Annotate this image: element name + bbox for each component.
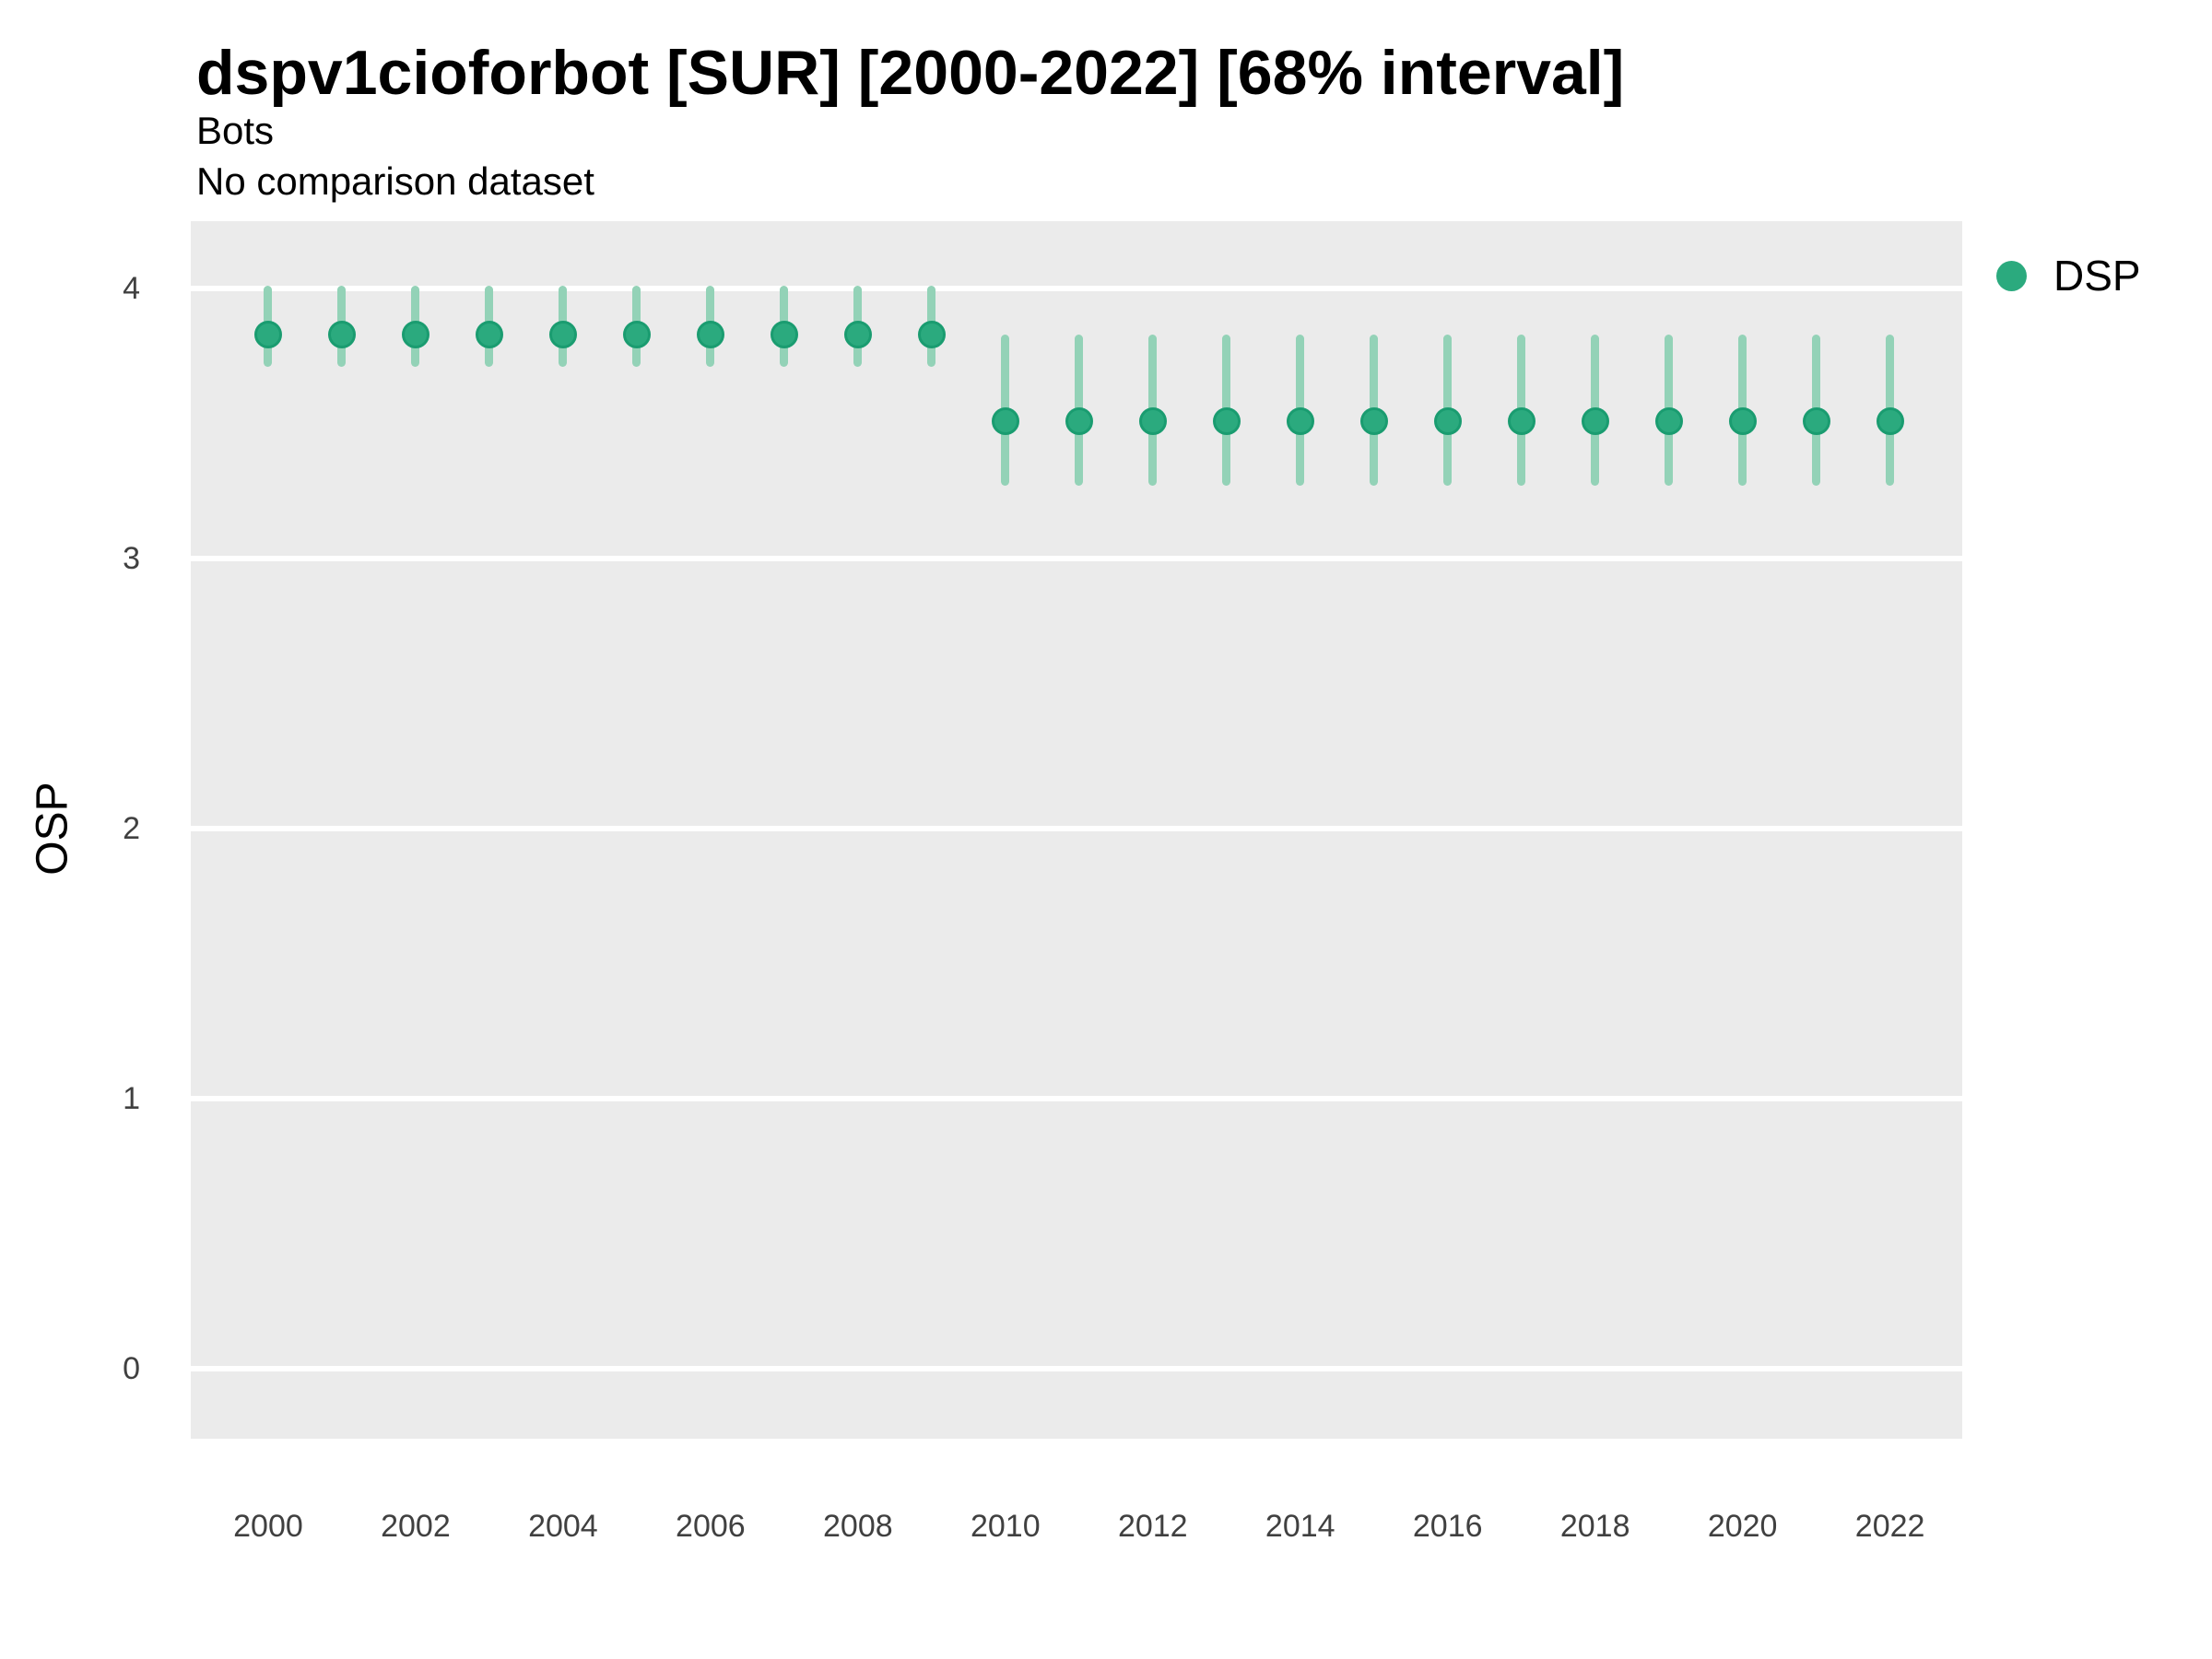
x-tick-label: 2014	[1265, 1509, 1335, 1544]
data-point	[1359, 406, 1388, 435]
x-tick-label: 2018	[1559, 1509, 1630, 1544]
y-tick-label: 3	[123, 541, 140, 577]
legend: DSP	[1996, 248, 2141, 303]
x-tick-label: 2000	[233, 1509, 303, 1544]
data-point	[1728, 406, 1757, 435]
comparison-note: No comparison dataset	[196, 159, 594, 203]
data-point	[475, 321, 503, 349]
data-point	[1065, 406, 1093, 435]
data-point	[770, 321, 798, 349]
major-gridline	[191, 286, 1962, 292]
data-point	[1876, 406, 1904, 435]
data-point	[696, 321, 724, 349]
x-tick-label: 2022	[1854, 1509, 1925, 1544]
major-gridline	[191, 1095, 1962, 1101]
data-point	[548, 321, 577, 349]
data-point	[991, 406, 1019, 435]
data-point	[622, 321, 651, 349]
x-tick-label: 2012	[1117, 1509, 1188, 1544]
x-tick-label: 2002	[381, 1509, 451, 1544]
legend-label: DSP	[2053, 252, 2141, 300]
y-tick-label: 2	[123, 811, 140, 847]
data-point	[1286, 406, 1314, 435]
data-point	[1212, 406, 1241, 435]
y-tick-label: 4	[123, 271, 140, 307]
data-point	[1581, 406, 1609, 435]
data-point	[1654, 406, 1683, 435]
y-tick-label: 0	[123, 1350, 140, 1386]
y-tick-label: 1	[123, 1080, 140, 1116]
x-tick-label: 2008	[823, 1509, 893, 1544]
x-tick-label: 2004	[528, 1509, 598, 1544]
major-gridline	[191, 1365, 1962, 1371]
x-tick-label: 2010	[970, 1509, 1041, 1544]
data-point	[843, 321, 872, 349]
plot-panel	[191, 221, 1962, 1439]
data-point	[253, 321, 282, 349]
data-point	[1802, 406, 1830, 435]
chart-title: dspv1cioforbot [SUR] [2000-2022] [68% in…	[196, 38, 1625, 108]
data-point	[1507, 406, 1535, 435]
chart-subtitle: Bots	[196, 109, 275, 152]
data-point	[917, 321, 946, 349]
x-tick-label: 2016	[1412, 1509, 1483, 1544]
data-point	[1433, 406, 1462, 435]
major-gridline	[191, 556, 1962, 562]
major-gridline	[191, 826, 1962, 832]
data-point	[401, 321, 429, 349]
x-tick-label: 2006	[676, 1509, 746, 1544]
x-tick-label: 2020	[1707, 1509, 1778, 1544]
data-point	[327, 321, 356, 349]
legend-circle-icon	[1996, 260, 2027, 291]
data-point	[1138, 406, 1167, 435]
